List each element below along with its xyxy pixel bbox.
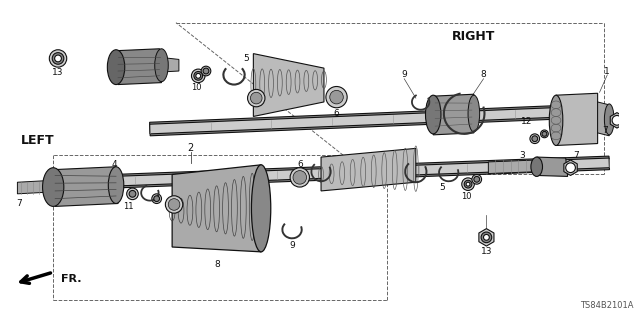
Ellipse shape <box>42 168 64 206</box>
Text: RIGHT: RIGHT <box>452 30 495 43</box>
Circle shape <box>481 232 492 243</box>
Ellipse shape <box>108 50 125 85</box>
Circle shape <box>129 190 136 197</box>
Ellipse shape <box>604 104 614 135</box>
Text: 10: 10 <box>191 83 202 92</box>
Text: 7: 7 <box>17 199 22 208</box>
Circle shape <box>127 188 138 200</box>
Circle shape <box>612 115 622 125</box>
Circle shape <box>466 182 470 186</box>
Polygon shape <box>556 93 598 145</box>
Circle shape <box>250 92 262 104</box>
Text: 5: 5 <box>244 54 250 63</box>
Text: TS84B2101A: TS84B2101A <box>580 300 634 309</box>
Text: 9: 9 <box>401 70 407 79</box>
Circle shape <box>165 196 183 213</box>
Polygon shape <box>150 107 575 134</box>
Polygon shape <box>321 148 416 191</box>
Circle shape <box>541 130 548 138</box>
Circle shape <box>464 180 472 188</box>
Circle shape <box>191 69 205 83</box>
Polygon shape <box>564 160 577 175</box>
Text: 6: 6 <box>333 109 339 118</box>
Text: 8: 8 <box>214 260 220 269</box>
Polygon shape <box>479 229 494 246</box>
Circle shape <box>196 73 201 78</box>
Text: LEFT: LEFT <box>21 134 55 147</box>
Circle shape <box>201 66 211 76</box>
Text: 1: 1 <box>604 67 610 76</box>
Text: 8: 8 <box>481 70 486 79</box>
Circle shape <box>326 86 347 108</box>
Text: 13: 13 <box>52 69 64 78</box>
Circle shape <box>483 234 490 240</box>
Polygon shape <box>253 54 324 116</box>
Circle shape <box>461 178 474 190</box>
Polygon shape <box>537 157 568 176</box>
Ellipse shape <box>426 95 441 134</box>
Text: 3: 3 <box>519 151 525 160</box>
Ellipse shape <box>108 167 124 204</box>
Polygon shape <box>611 113 623 128</box>
Circle shape <box>54 55 61 62</box>
Circle shape <box>52 53 64 64</box>
Circle shape <box>530 134 540 144</box>
Ellipse shape <box>252 165 271 252</box>
Text: 10: 10 <box>461 192 471 201</box>
Text: 2: 2 <box>188 143 194 153</box>
Text: 12: 12 <box>522 117 532 126</box>
Text: 6: 6 <box>297 160 303 169</box>
Text: 4: 4 <box>111 160 117 169</box>
Polygon shape <box>488 160 540 174</box>
Circle shape <box>542 131 547 136</box>
Ellipse shape <box>468 95 479 132</box>
Polygon shape <box>161 57 179 72</box>
Text: 5: 5 <box>439 182 445 192</box>
Polygon shape <box>172 165 261 252</box>
Text: 13: 13 <box>481 247 492 256</box>
Polygon shape <box>87 156 609 189</box>
Circle shape <box>290 168 310 187</box>
Circle shape <box>152 194 161 204</box>
Text: 9: 9 <box>289 241 295 249</box>
Text: 11: 11 <box>124 202 134 211</box>
Polygon shape <box>87 158 609 187</box>
Circle shape <box>154 196 159 202</box>
Circle shape <box>566 163 575 173</box>
Polygon shape <box>433 94 474 135</box>
Polygon shape <box>17 180 53 194</box>
Circle shape <box>194 71 203 80</box>
Polygon shape <box>150 105 575 136</box>
Circle shape <box>168 199 180 210</box>
Ellipse shape <box>549 95 563 145</box>
Circle shape <box>472 174 481 184</box>
Circle shape <box>49 50 67 67</box>
Text: FR.: FR. <box>61 274 81 284</box>
Circle shape <box>330 90 343 104</box>
Circle shape <box>532 136 538 142</box>
Text: 7: 7 <box>573 151 579 160</box>
Polygon shape <box>116 49 161 85</box>
Circle shape <box>474 176 479 182</box>
Ellipse shape <box>531 157 543 176</box>
Circle shape <box>248 89 265 107</box>
Polygon shape <box>598 102 609 136</box>
Circle shape <box>203 68 209 74</box>
Circle shape <box>293 171 307 184</box>
Text: 7: 7 <box>602 126 608 136</box>
Polygon shape <box>53 167 118 206</box>
Ellipse shape <box>155 49 168 82</box>
